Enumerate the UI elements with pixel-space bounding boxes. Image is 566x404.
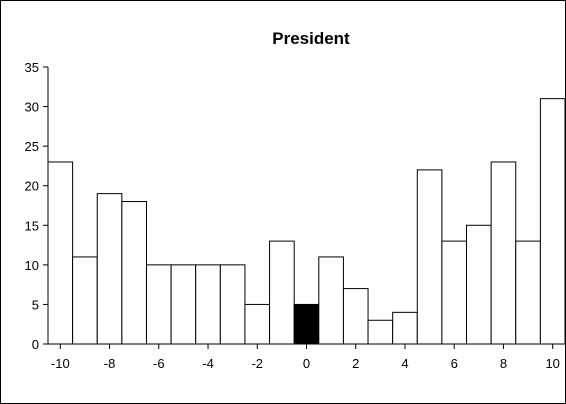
y-tick-label: 25 — [25, 139, 39, 154]
bar-4 — [392, 311, 418, 345]
y-tick-label: 0 — [32, 337, 39, 352]
bar--4 — [195, 264, 221, 345]
bar--5 — [170, 264, 197, 345]
bar--6 — [145, 264, 172, 345]
x-tick-label: -6 — [153, 356, 165, 371]
bars-group — [47, 98, 566, 345]
y-tick-labels: 0 5 10 15 20 25 30 35 — [25, 60, 39, 352]
x-tick-label: 8 — [500, 356, 507, 371]
x-tick-label: -4 — [202, 356, 214, 371]
bar-7 — [466, 224, 492, 345]
bar-8 — [490, 161, 517, 345]
bar--10 — [47, 161, 74, 345]
bar-1 — [318, 256, 344, 345]
bar-6 — [441, 240, 468, 345]
x-tick-label: -10 — [51, 356, 70, 371]
y-tick-label: 35 — [25, 60, 39, 75]
bar--9 — [72, 256, 98, 345]
bar-3 — [367, 319, 394, 345]
x-tick-label: 6 — [451, 356, 458, 371]
y-tick-label: 15 — [25, 218, 39, 233]
bar-5 — [416, 169, 443, 345]
y-tick-label: 10 — [25, 258, 39, 273]
chart-title: President — [272, 29, 350, 48]
bar-10 — [539, 98, 566, 345]
bar--8 — [96, 193, 123, 345]
axes-group — [43, 66, 565, 349]
x-tick-label: -2 — [251, 356, 263, 371]
x-tick-label: 4 — [401, 356, 408, 371]
bar-0 — [293, 303, 320, 345]
y-tick-label: 30 — [25, 100, 39, 115]
bar--1 — [269, 240, 295, 345]
x-tick-labels: -10 -8 -6 -4 -2 0 2 4 6 8 10 — [51, 356, 560, 371]
bar--7 — [121, 201, 147, 345]
y-tick-label: 20 — [25, 179, 39, 194]
x-tick-label: 2 — [352, 356, 359, 371]
x-tick-label: 0 — [303, 356, 310, 371]
x-tick-label: -8 — [104, 356, 116, 371]
bar-9 — [515, 240, 541, 345]
bar--2 — [244, 303, 271, 345]
x-tick-label: 10 — [545, 356, 559, 371]
y-tick-label: 5 — [32, 297, 39, 312]
bar--3 — [219, 264, 246, 345]
bar-2 — [342, 288, 369, 345]
